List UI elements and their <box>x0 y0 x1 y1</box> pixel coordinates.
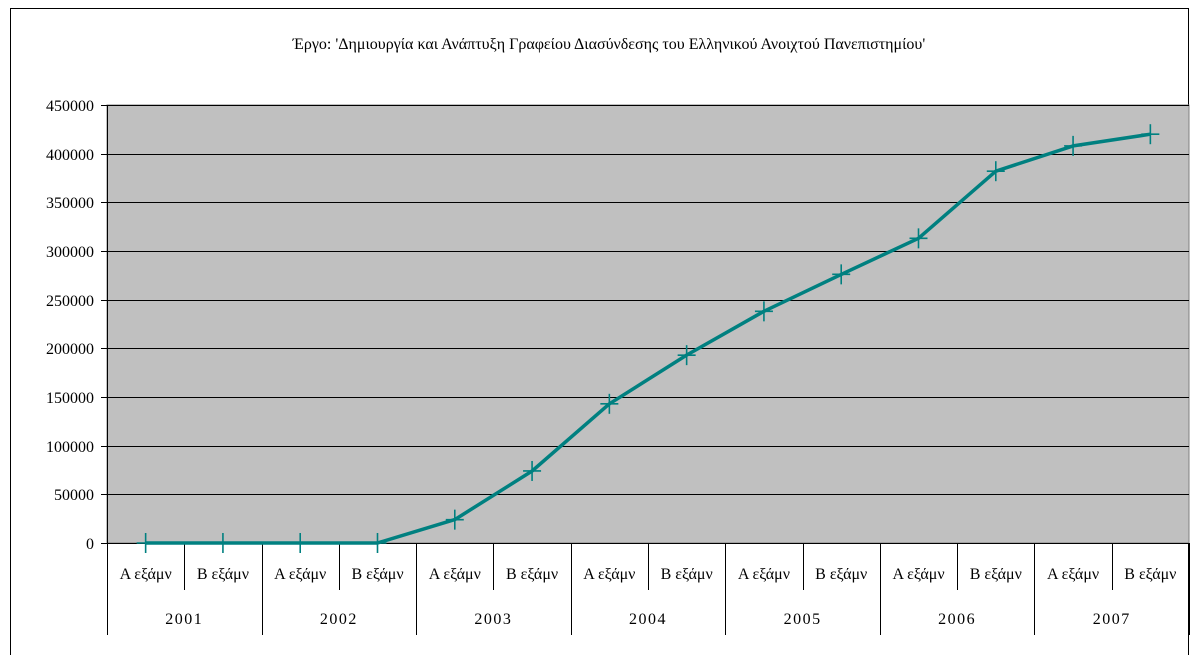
x-tick-label: Α εξάμν <box>583 566 635 583</box>
x-tick-label: Β εξάμν <box>506 566 558 583</box>
x-tick-label: Β εξάμν <box>1124 566 1176 583</box>
data-point-marker <box>368 533 387 553</box>
data-point-marker <box>986 161 1005 182</box>
x-group-label: 2005 <box>784 611 822 628</box>
x-group-label: 2007 <box>1093 611 1131 628</box>
x-group-label: 2002 <box>320 611 358 628</box>
y-tick-label: 0 <box>86 536 94 553</box>
x-tick-label: Α εξάμν <box>429 566 481 583</box>
y-axis: 0 50000 100000 150000 200000 250000 300000 3500… <box>46 98 108 635</box>
series-line <box>145 132 1151 545</box>
data-point-marker <box>291 533 310 553</box>
plot-area <box>106 104 1190 544</box>
chart-title: Έργο: 'Δημιουργία και Ανάπτυξη Γραφείου … <box>292 36 926 53</box>
x-tick-label: Β εξάμν <box>351 566 403 583</box>
y-tick-label: 100000 <box>46 439 94 456</box>
x-tick-label: Α εξάμν <box>738 566 790 583</box>
y-tick-label: 300000 <box>46 244 94 261</box>
x-tick-label: Α εξάμν <box>892 566 944 583</box>
x-group-label: 2003 <box>474 611 512 628</box>
x-tick-label: Β εξάμν <box>970 566 1022 583</box>
data-point-marker <box>677 345 696 366</box>
x-group-label: 2004 <box>629 611 667 628</box>
data-point-marker <box>600 393 619 414</box>
x-tick-label: Β εξάμν <box>661 566 713 583</box>
data-point-marker <box>1141 124 1160 145</box>
x-axis: Α εξάμν Β εξάμν Α εξάμν Β εξάμν Α εξάμν Β εξά… <box>107 543 1190 635</box>
x-tick-label: Α εξάμν <box>274 566 326 583</box>
data-point-marker <box>832 264 851 285</box>
y-tick-label: 150000 <box>46 390 94 407</box>
gridlines <box>107 105 1189 495</box>
data-point-marker <box>523 460 542 481</box>
x-tick-label: Β εξάμν <box>815 566 867 583</box>
x-tick-label: Α εξάμν <box>1047 566 1099 583</box>
data-point-marker <box>909 228 928 249</box>
data-point-marker <box>754 301 773 322</box>
y-tick-label: 200000 <box>46 341 94 358</box>
data-point-marker <box>213 533 232 553</box>
data-point-marker <box>136 533 155 553</box>
y-tick-label: 450000 <box>46 98 94 115</box>
y-tick-label: 250000 <box>46 293 94 310</box>
y-tick-label: 400000 <box>46 147 94 164</box>
x-tick-label: Β εξάμν <box>197 566 249 583</box>
data-point-marker <box>1064 135 1083 156</box>
y-tick-label: 50000 <box>54 487 94 504</box>
x-group-label: 2001 <box>165 611 203 628</box>
series-group <box>136 124 1160 553</box>
data-point-marker <box>445 509 464 530</box>
x-tick-label: Α εξάμν <box>120 566 172 583</box>
x-group-label: 2006 <box>938 611 976 628</box>
y-tick-label: 350000 <box>46 195 94 212</box>
